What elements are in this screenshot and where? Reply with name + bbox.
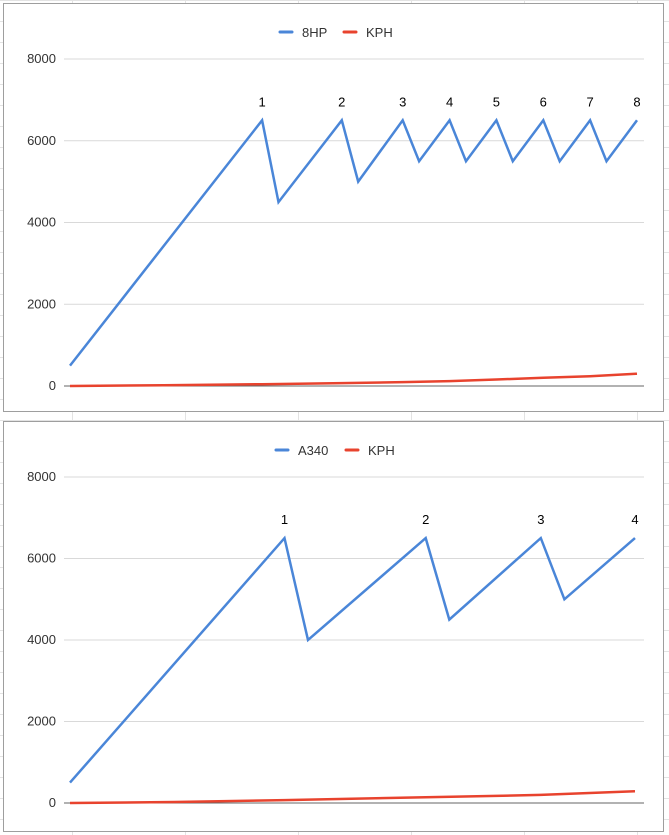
gear-label: 4: [631, 512, 638, 527]
y-tick-label: 4000: [27, 215, 56, 230]
chart-a340-plot: 0 2000 4000 6000 8000 1 2 3 4 A340 KPH: [27, 443, 644, 810]
y-tick-label: 2000: [27, 296, 56, 311]
chart-8hp-plot: 0 2000 4000 6000 8000 1 2 3 4 5 6 7 8 8HP KPH: [27, 25, 644, 393]
chart-a340[interactable]: 0 2000 4000 6000 8000 1 2 3 4 A340 KPH: [3, 421, 664, 832]
y-tick-label: 0: [49, 795, 56, 810]
gear-label: 8: [633, 94, 640, 109]
gear-label: 3: [399, 94, 406, 109]
series-line-8hp: [69, 117, 639, 367]
chart-8hp[interactable]: 0 2000 4000 6000 8000 1 2 3 4 5 6 7 8 8HP KPH: [3, 3, 664, 412]
gear-label: 2: [422, 512, 429, 527]
series-line-kph: [69, 372, 638, 388]
gear-label: 1: [259, 94, 266, 109]
gear-label: 1: [281, 512, 288, 527]
y-tick-label: 0: [49, 378, 56, 393]
legend-label-a340: A340: [298, 443, 328, 458]
y-tick-label: 6000: [27, 133, 56, 148]
gear-label: 4: [446, 94, 453, 109]
legend-label-kph: KPH: [368, 443, 395, 458]
gear-label: 3: [537, 512, 544, 527]
gear-label: 5: [493, 94, 500, 109]
y-tick-label: 4000: [27, 632, 56, 647]
series-line-a340: [69, 535, 636, 784]
y-tick-label: 8000: [27, 51, 56, 66]
gear-label: 7: [587, 94, 594, 109]
series-line-kph: [69, 789, 636, 805]
legend-label-8hp: 8HP: [302, 25, 327, 40]
y-tick-label: 8000: [27, 469, 56, 484]
y-tick-label: 2000: [27, 714, 56, 729]
gear-label: 2: [338, 94, 345, 109]
gear-label: 6: [540, 94, 547, 109]
y-tick-label: 6000: [27, 551, 56, 566]
legend-label-kph: KPH: [366, 25, 393, 40]
